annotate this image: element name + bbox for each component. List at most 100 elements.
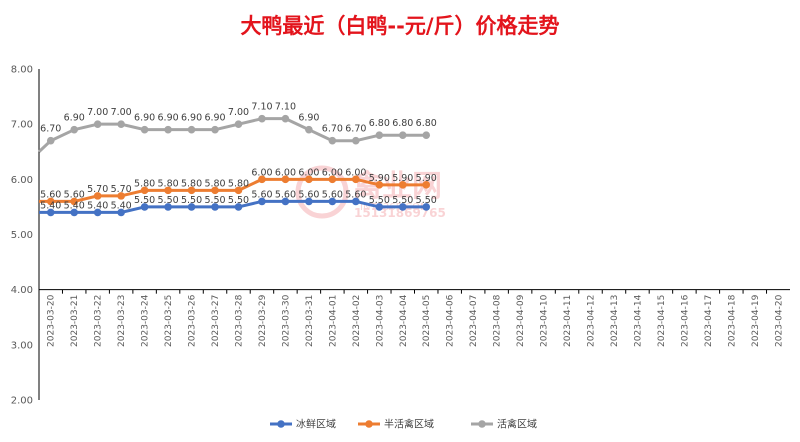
data-point [117,120,125,128]
data-label: 5.40 [40,200,61,211]
x-tick-label: 2023-04-12 [587,295,597,347]
data-point [211,125,219,134]
data-label: 5.50 [204,195,225,206]
data-point [187,125,196,134]
data-label: 5.60 [275,189,296,200]
y-tick-label: 5.00 [11,230,33,241]
data-point [164,186,172,195]
data-label: 5.50 [158,195,179,206]
x-tick-label: 2023-03-24 [141,294,151,347]
legend-label: 冰鲜区域 [296,418,336,431]
data-label: 6.90 [204,113,225,124]
data-label: 6.80 [392,118,413,129]
data-point [352,197,360,206]
data-label: 7.10 [251,102,272,113]
watermark-logo-icon [295,165,349,219]
x-tick-label: 2023-03-30 [281,294,291,347]
data-point [328,197,337,206]
x-tick-label: 2023-04-02 [352,295,362,347]
data-point [93,192,102,200]
data-point [117,192,125,200]
legend-marker [478,420,486,428]
data-point [305,125,313,134]
data-point [234,120,243,128]
legend-label: 半活禽区域 [384,418,434,431]
data-point [422,181,431,189]
series-line [39,199,427,214]
data-label: 5.40 [64,200,85,211]
y-axis-ticks: 2.00 3.00 4.00 5.00 6.00 7.00 8.00 [11,65,33,407]
y-tick-label: 4.00 [11,285,33,296]
data-point [211,186,219,195]
data-label: 5.90 [392,173,413,184]
data-labels: 5.40 5.40 5.40 5.405.50 5.50 5.50 5.50 5.505.60… [40,102,437,212]
data-label: 5.40 [111,200,132,211]
data-label: 6.80 [416,118,437,129]
data-label: 5.50 [369,195,390,206]
chart-title: 大鸭最近（白鸭--元/斤）价格走势 [240,14,560,38]
data-label: 6.90 [158,113,179,124]
x-tick-label: 2023-04-03 [375,295,385,347]
series-line [37,117,427,153]
data-label: 5.80 [158,178,179,189]
x-tick-label: 2023-04-10 [540,294,550,347]
x-tick-label: 2023-04-20 [774,294,784,347]
data-point [375,203,384,211]
data-label: 6.90 [134,113,155,124]
data-point [187,203,196,211]
data-point [187,186,196,195]
data-point [70,208,79,217]
data-label: 5.50 [134,195,155,206]
x-tick-label: 2023-04-13 [610,295,620,347]
data-point [305,175,313,184]
x-tick-label: 2023-03-20 [47,294,57,347]
x-tick-label: 2023-03-23 [117,295,127,347]
x-tick-label: 2023-04-14 [633,294,643,347]
x-tick-label: 2023-03-28 [234,294,244,347]
data-label: 7.00 [228,107,249,118]
data-label: 5.50 [416,195,437,206]
data-label: 5.60 [40,189,61,200]
x-tick-label: 2023-04-11 [563,295,573,347]
data-label: 6.70 [345,124,366,135]
data-label: 5.40 [87,200,108,211]
x-tick-label: 2023-03-29 [258,294,268,347]
data-label: 5.60 [298,189,319,200]
legend-marker [277,420,285,428]
data-label: 5.50 [228,195,249,206]
data-point [117,208,125,217]
x-tick-label: 2023-03-21 [70,295,80,347]
data-label: 5.90 [416,173,437,184]
data-point [375,181,384,189]
series-2 [39,175,431,206]
data-label: 6.70 [40,124,61,135]
data-point [375,131,384,139]
x-tick-label: 2023-03-27 [211,295,221,347]
legend-item: 活禽区域 [471,418,537,431]
data-point [328,175,337,184]
data-label: 6.00 [345,167,366,178]
x-tick-label: 2023-04-08 [493,294,503,347]
data-point [258,197,266,206]
legend-marker [365,420,373,428]
data-label: 5.80 [134,178,155,189]
x-tick-label: 2023-03-26 [188,294,198,347]
data-label: 5.80 [181,178,202,189]
data-label: 6.90 [181,113,202,124]
data-label: 5.60 [251,189,272,200]
data-label: 5.60 [322,189,343,200]
x-tick-label: 2023-04-17 [704,295,714,347]
data-point [398,203,407,211]
y-tick-label: 6.00 [11,175,33,186]
watermark: 禽业网 INTE365.COM 15131869765 [295,165,446,220]
data-label: 6.00 [251,167,272,178]
x-axis-ticks: 2023-03-20 2023-03-21 2023-03-22 2023-03-23… [38,289,784,347]
data-point [328,136,337,145]
series-line [39,177,427,203]
y-tick-label: 2.00 [11,396,33,407]
data-label: 5.50 [181,195,202,206]
x-tick-label: 2023-04-15 [657,295,667,347]
x-tick-label: 2023-04-01 [328,295,338,347]
